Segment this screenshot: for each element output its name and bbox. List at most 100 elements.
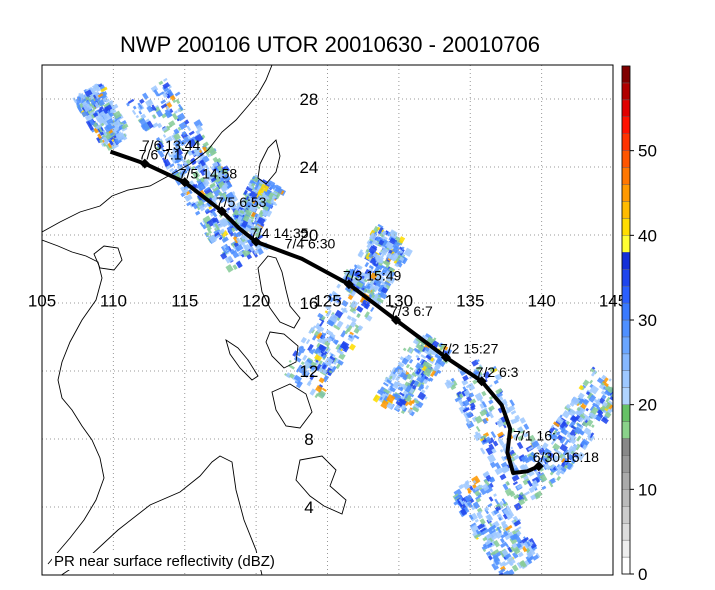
colorbar-bin <box>621 539 631 558</box>
track-time-label: 7/2 6:3 <box>476 364 519 380</box>
colorbar-bin <box>621 133 631 151</box>
storm-track <box>109 149 544 475</box>
track-marker <box>139 158 150 169</box>
coast-borneo <box>60 455 263 575</box>
track-time-label: 7/1 16: <box>513 428 556 444</box>
colorbar-tick-label: 30 <box>638 311 657 330</box>
lon-tick-label: 140 <box>527 291 555 310</box>
coast-visayas <box>265 331 299 369</box>
colorbar: 0 10 20 30 40 50 <box>621 65 657 584</box>
colorbar-bin <box>621 404 631 422</box>
colorbar-tick-label: 50 <box>638 142 657 161</box>
colorbar-bin <box>621 472 631 490</box>
track-marker <box>440 352 451 363</box>
colorbar-bin <box>621 65 631 84</box>
lon-tick-label: 120 <box>242 291 270 310</box>
track-labels: 6/30 16:18 7/2 6:3 7/2 15:27 7/3 6:7 7/3 15:… <box>139 137 599 465</box>
track-time-label: 7/2 15:27 <box>440 340 499 356</box>
lon-tick-label: 135 <box>456 291 484 310</box>
lon-tick-label: 145 <box>599 291 627 310</box>
track-time-label: 7/3 15:49 <box>343 267 402 283</box>
coast-palawan <box>225 338 259 381</box>
chart-title: NWP 200106 UTOR 20010630 - 20010706 <box>120 32 540 57</box>
colorbar-bin <box>621 150 631 168</box>
colorbar-bin <box>621 184 631 202</box>
colorbar-tick-label: 20 <box>638 396 657 415</box>
reflectivity-swaths <box>72 77 613 575</box>
colorbar-bin <box>621 353 631 372</box>
swath-strip <box>342 223 413 306</box>
track-time-label: 7/4 6:30 <box>285 236 336 252</box>
coast-taiwan <box>257 139 281 185</box>
swath-strip <box>452 470 541 575</box>
colorbar-bin <box>621 269 631 287</box>
lat-lon-grid <box>42 65 613 575</box>
colorbar-bin <box>621 167 631 185</box>
swath-strip <box>232 174 287 234</box>
track-time-label: 7/5 14:58 <box>179 165 238 181</box>
coastlines <box>42 65 347 575</box>
track-marker <box>533 461 544 472</box>
lon-tick-label: 110 <box>100 291 127 310</box>
colorbar-bin <box>621 455 631 473</box>
colorbar-bin <box>621 218 631 236</box>
colorbar-bin <box>621 319 631 338</box>
colorbar-bin <box>621 421 631 439</box>
colorbar-tick-label: 0 <box>638 565 647 584</box>
lat-tick-label: 20 <box>299 226 318 245</box>
map-frame <box>41 64 614 576</box>
coast-indochina <box>42 239 105 565</box>
coast-sulawesi <box>295 455 347 515</box>
footer-caption: PR near surface reflectivity (dBZ) <box>52 553 277 570</box>
longitude-ticks: 105 110 115 120 125 130 135 140 145 <box>28 291 627 310</box>
colorbar-bin <box>621 523 631 541</box>
colorbar-bin <box>621 82 631 101</box>
colorbar-bin <box>621 556 631 575</box>
coast-china <box>42 65 273 233</box>
coast-mindanao <box>271 383 313 429</box>
swath-strip <box>444 359 559 511</box>
latitude-ticks: 4 8 12 16 20 24 28 <box>299 90 318 517</box>
track-time-label: 6/30 16:18 <box>533 449 599 465</box>
colorbar-bin <box>621 438 631 456</box>
lon-tick-label: 115 <box>171 291 198 310</box>
track-marker <box>216 206 227 217</box>
colorbar-tick-label: 40 <box>638 226 657 245</box>
track-marker <box>251 236 262 247</box>
lat-tick-label: 16 <box>299 294 318 313</box>
track-time-label: 7/4 14:35 <box>250 225 309 241</box>
coast-hainan <box>93 245 123 271</box>
lat-tick-label: 24 <box>299 158 318 177</box>
colorbar-tick-label: 10 <box>638 480 657 499</box>
colorbar-bin <box>621 336 631 355</box>
colorbar-bin <box>621 387 631 405</box>
swath-strip <box>72 83 129 151</box>
lon-tick-label: 125 <box>313 291 341 310</box>
track-marker <box>343 279 354 290</box>
lat-tick-label: 28 <box>299 90 318 109</box>
track-time-label: 7/3 6:7 <box>390 303 433 319</box>
colorbar-bin <box>621 370 631 388</box>
colorbar-bin <box>621 201 631 219</box>
track-time-label: 7/5 6:53 <box>216 194 267 210</box>
lat-tick-label: 4 <box>304 498 313 517</box>
colorbar-bin <box>621 99 631 118</box>
track-marker <box>476 376 487 387</box>
colorbar-bin <box>621 285 631 304</box>
lon-tick-label: 130 <box>385 291 413 310</box>
track-marker <box>391 315 402 325</box>
colorbar-bin <box>621 116 631 134</box>
track-time-label: 7/6 13:44 <box>142 137 201 153</box>
swath-strip <box>126 77 232 208</box>
track-time-label: 7/6 7:17 <box>139 147 190 163</box>
swath-strip <box>527 366 613 482</box>
colorbar-bin <box>621 489 631 507</box>
track-marker <box>179 177 190 188</box>
colorbar-bin <box>621 506 631 524</box>
coast-luzon <box>257 255 301 329</box>
lat-tick-label: 12 <box>299 362 318 381</box>
lat-tick-label: 8 <box>304 430 313 449</box>
lon-tick-label: 105 <box>28 291 56 310</box>
colorbar-bin <box>621 252 631 270</box>
